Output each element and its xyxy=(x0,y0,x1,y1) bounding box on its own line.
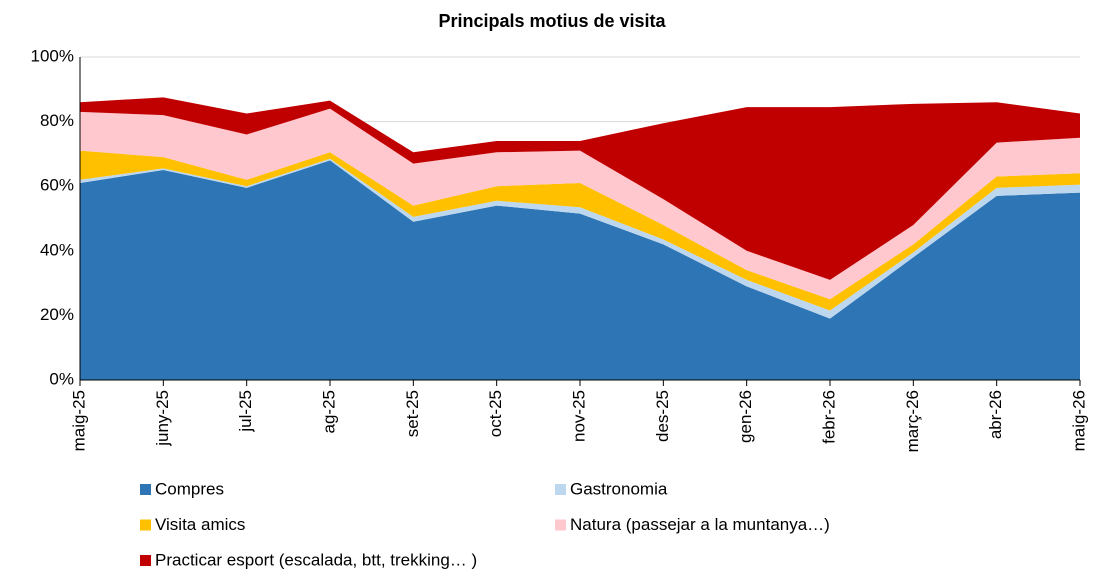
x-tick-label: maig-26 xyxy=(1069,390,1088,451)
legend-swatch xyxy=(555,484,566,495)
y-tick-label: 60% xyxy=(40,176,74,195)
x-tick-label: març-26 xyxy=(903,390,922,452)
x-tick-label: juny-25 xyxy=(153,390,172,447)
x-tick-label: abr-26 xyxy=(986,390,1005,439)
legend-label: Practicar esport (escalada, btt, trekkin… xyxy=(155,550,477,569)
legend-swatch xyxy=(140,484,151,495)
x-tick-label: ag-25 xyxy=(319,390,338,433)
legend-swatch xyxy=(140,555,151,566)
legend-item: Compres xyxy=(140,479,224,498)
x-tick-label: set-25 xyxy=(403,390,422,437)
y-tick-label: 100% xyxy=(31,46,74,65)
area xyxy=(80,108,1080,300)
legend-swatch xyxy=(555,519,566,531)
legend-label: Gastronomia xyxy=(570,479,668,498)
x-tick-label: maig-25 xyxy=(69,390,88,451)
legend-swatch xyxy=(140,519,151,531)
y-tick-label: 20% xyxy=(40,305,74,324)
legend-label: Compres xyxy=(155,479,224,498)
area xyxy=(80,97,1080,280)
legend-item: Gastronomia xyxy=(555,479,668,498)
legend-item: Natura (passejar a la muntanya…) xyxy=(555,515,830,534)
x-tick-label: jul-25 xyxy=(236,390,255,433)
y-tick-label: 80% xyxy=(40,111,74,130)
x-tick-label: oct-25 xyxy=(486,390,505,437)
x-tick-label: des-25 xyxy=(653,390,672,442)
area xyxy=(80,150,1080,311)
legend-item: Practicar esport (escalada, btt, trekkin… xyxy=(140,550,477,569)
x-tick-label: gen-26 xyxy=(736,390,755,443)
legend-label: Natura (passejar a la muntanya…) xyxy=(570,515,830,534)
chart-title: Principals motius de visita xyxy=(438,11,666,31)
area xyxy=(80,160,1080,380)
y-tick-label: 40% xyxy=(40,240,74,259)
legend-label: Visita amics xyxy=(155,515,245,534)
y-tick-label: 0% xyxy=(49,369,74,388)
legend-item: Visita amics xyxy=(140,515,245,534)
x-tick-label: nov-25 xyxy=(569,390,588,442)
x-tick-label: febr-26 xyxy=(819,390,838,444)
